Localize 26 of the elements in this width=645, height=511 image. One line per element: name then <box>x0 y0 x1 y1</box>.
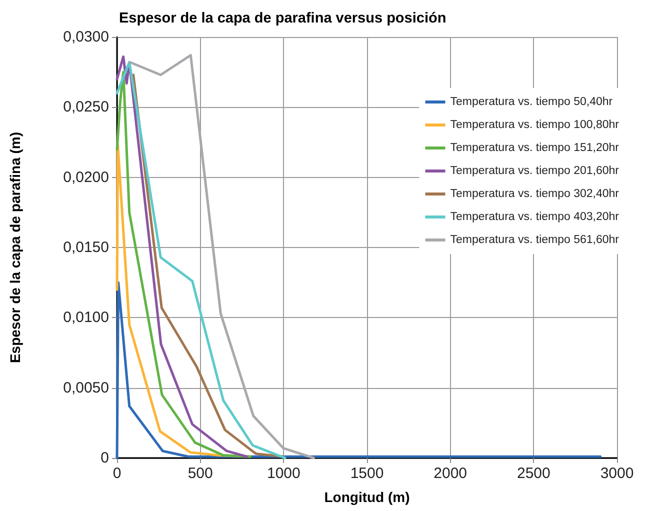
y-tick-label: 0,0300 <box>63 28 109 46</box>
y-tick-label: 0,0100 <box>63 309 109 326</box>
y-tick-label: 0 <box>100 450 109 466</box>
legend-label: Temperatura vs. tiempo 151,20hr <box>450 142 620 154</box>
x-axis-title: Longitud (m) <box>324 489 410 505</box>
x-tick-label: 500 <box>188 465 213 482</box>
x-tick-label: 1000 <box>266 465 300 482</box>
legend-label: Temperatura vs. tiempo 100,80hr <box>450 119 620 131</box>
y-tick-label: 0,0050 <box>63 379 109 396</box>
legend-label: Temperatura vs. tiempo 50,40hr <box>450 96 613 108</box>
line-series <box>116 281 602 460</box>
legend-label: Temperatura vs. tiempo 561,60hr <box>450 234 620 246</box>
y-tick-label: 0,0250 <box>63 98 109 116</box>
x-tick-label: 3000 <box>600 465 634 482</box>
legend-label: Temperatura vs. tiempo 302,40hr <box>450 188 620 200</box>
legend-label: Temperatura vs. tiempo 201,60hr <box>450 165 620 177</box>
y-tick-label: 0,0200 <box>63 168 109 186</box>
chart-title: Espesor de la capa de parafina versus posición <box>119 10 446 26</box>
line-series <box>128 54 315 460</box>
y-tick-label: 0,0150 <box>63 239 109 256</box>
y-axis-title: Espesor de la capa de parafina (m) <box>7 132 23 364</box>
x-tick-label: 2000 <box>434 465 468 482</box>
x-tick-label: 0 <box>112 465 122 482</box>
x-tick-label: 1500 <box>350 465 384 482</box>
legend-label: Temperatura vs. tiempo 403,20hr <box>450 211 620 223</box>
x-tick-label: 2500 <box>516 465 550 482</box>
